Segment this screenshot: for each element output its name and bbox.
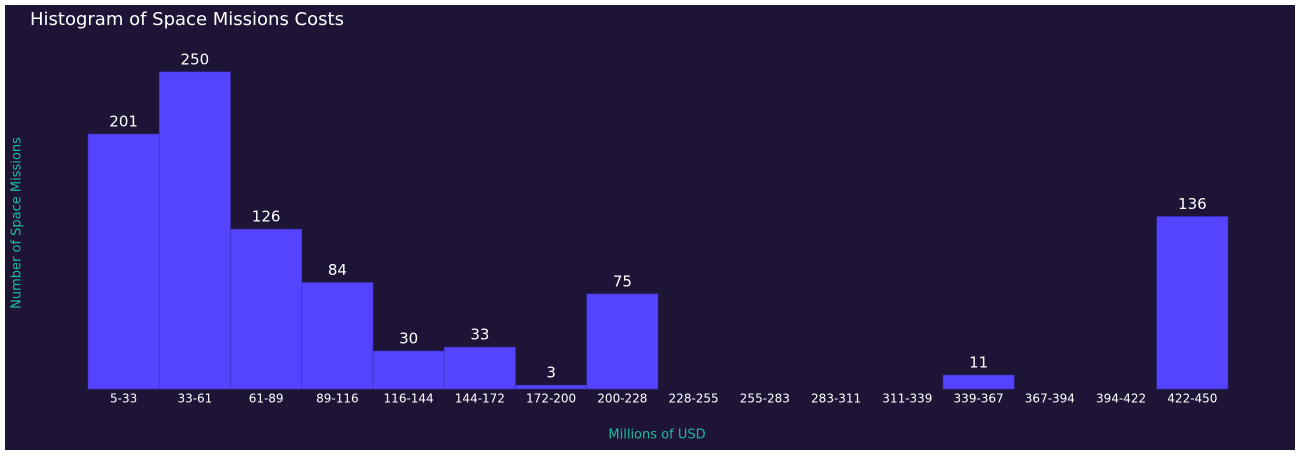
x-tick-label: 394-422 xyxy=(1096,392,1146,406)
value-label: 75 xyxy=(613,272,632,290)
bar xyxy=(87,133,160,390)
value-label: 250 xyxy=(181,50,210,68)
bar xyxy=(372,350,445,390)
value-label: 84 xyxy=(328,261,347,279)
value-label: 30 xyxy=(399,329,418,347)
bar xyxy=(158,71,231,390)
x-tick-label: 255-283 xyxy=(740,392,790,406)
value-label: 33 xyxy=(470,326,489,344)
x-tick-label: 144-172 xyxy=(455,392,505,406)
x-tick-label: 5-33 xyxy=(110,392,137,406)
x-tick-label: 61-89 xyxy=(249,392,284,406)
value-label: 126 xyxy=(252,208,281,226)
bar xyxy=(586,293,659,390)
x-tick-label: 228-255 xyxy=(669,392,719,406)
x-tick-label: 283-311 xyxy=(811,392,861,406)
y-axis-label: Number of Space Missions xyxy=(10,137,25,309)
x-tick-label: 367-394 xyxy=(1025,392,1075,406)
x-tick-label: 311-339 xyxy=(882,392,932,406)
x-tick-label: 172-200 xyxy=(526,392,576,406)
x-tick-label: 422-450 xyxy=(1167,392,1217,406)
value-label: 11 xyxy=(969,354,988,372)
value-label: 136 xyxy=(1178,195,1207,213)
bar xyxy=(942,374,1015,390)
bar xyxy=(301,282,374,390)
value-label: 201 xyxy=(109,113,138,131)
bar xyxy=(515,384,588,390)
x-tick-label: 339-367 xyxy=(954,392,1004,406)
bar xyxy=(443,346,516,390)
x-tick-label: 33-61 xyxy=(177,392,212,406)
bar xyxy=(1156,216,1229,390)
bar xyxy=(230,228,303,390)
x-tick-label: 89-116 xyxy=(316,392,359,406)
x-axis-label: Millions of USD xyxy=(608,428,705,443)
x-tick-label: 116-144 xyxy=(384,392,434,406)
chart-title: Histogram of Space Missions Costs xyxy=(30,9,344,30)
x-tick-label: 200-228 xyxy=(597,392,647,406)
value-label: 3 xyxy=(546,364,556,382)
